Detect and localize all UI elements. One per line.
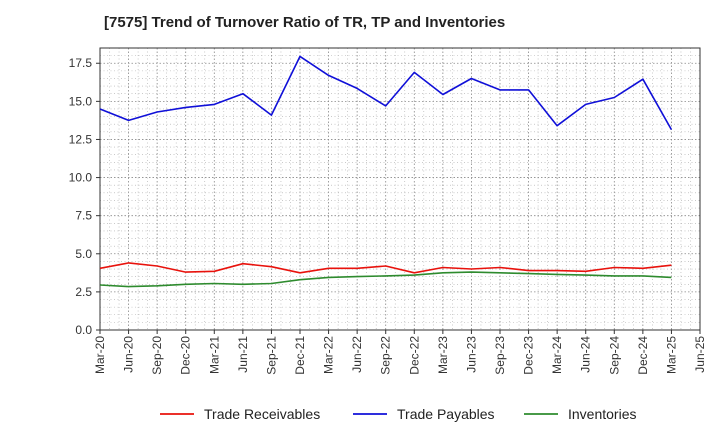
legend-item: Trade Payables xyxy=(353,406,495,422)
x-tick-label: Sep-21 xyxy=(264,336,278,375)
legend: Trade Receivables Trade Payables Inventori… xyxy=(160,406,636,422)
x-tick-label: Jun-22 xyxy=(350,336,364,373)
legend-label: Trade Payables xyxy=(397,406,495,422)
plot-frame xyxy=(99,47,701,331)
legend-label: Inventories xyxy=(568,406,636,422)
series-line-trade-payables xyxy=(99,55,673,130)
x-tick-label: Mar-23 xyxy=(436,336,450,374)
legend-item: Inventories xyxy=(524,406,636,422)
legend-item: Trade Receivables xyxy=(160,406,320,422)
x-tick-label: Dec-21 xyxy=(293,336,307,375)
y-tick-label: 17.5 xyxy=(69,56,93,70)
x-tick-label: Mar-22 xyxy=(322,336,336,374)
y-tick-label: 10.0 xyxy=(69,171,93,185)
y-tick-label: 12.5 xyxy=(69,132,93,146)
y-tick-label: 0.0 xyxy=(75,323,92,337)
x-tick-label: Mar-25 xyxy=(664,336,678,374)
y-tick-label: 15.0 xyxy=(69,94,93,108)
x-tick-label: Dec-24 xyxy=(636,336,650,375)
y-tick-label: 5.0 xyxy=(75,247,92,261)
y-tick-label: 7.5 xyxy=(75,209,92,223)
x-tick-label: Dec-22 xyxy=(407,336,421,375)
series-line-trade-receivables xyxy=(99,262,672,274)
x-tick-label: Jun-24 xyxy=(579,336,593,373)
x-tick-label: Mar-20 xyxy=(93,336,107,374)
legend-label: Trade Receivables xyxy=(204,406,320,422)
chart-title: [7575] Trend of Turnover Ratio of TR, TP… xyxy=(104,14,506,31)
axis-layer: 0.0 2.5 5.0 7.5 10.0 12.5 15.0 17.5 Mar-20 Jun-20… xyxy=(69,47,707,375)
series-line-inventories xyxy=(99,271,672,288)
x-tick-label: Jun-21 xyxy=(236,336,250,373)
x-tick-label: Sep-24 xyxy=(607,336,621,375)
x-tick-label: Dec-20 xyxy=(179,336,193,375)
x-tick-label: Mar-21 xyxy=(207,336,221,374)
series-layer xyxy=(99,55,673,288)
x-tick-label: Jun-20 xyxy=(122,336,136,373)
x-tick-label: Sep-22 xyxy=(379,336,393,375)
x-tick-label: Sep-23 xyxy=(493,336,507,375)
x-tick-label: Jun-25 xyxy=(693,336,707,373)
x-tick-label: Jun-23 xyxy=(464,336,478,373)
x-tick-label: Dec-23 xyxy=(522,336,536,375)
y-tick-label: 2.5 xyxy=(75,285,92,299)
x-tick-label: Mar-24 xyxy=(550,336,564,374)
x-tick-label: Sep-20 xyxy=(150,336,164,375)
